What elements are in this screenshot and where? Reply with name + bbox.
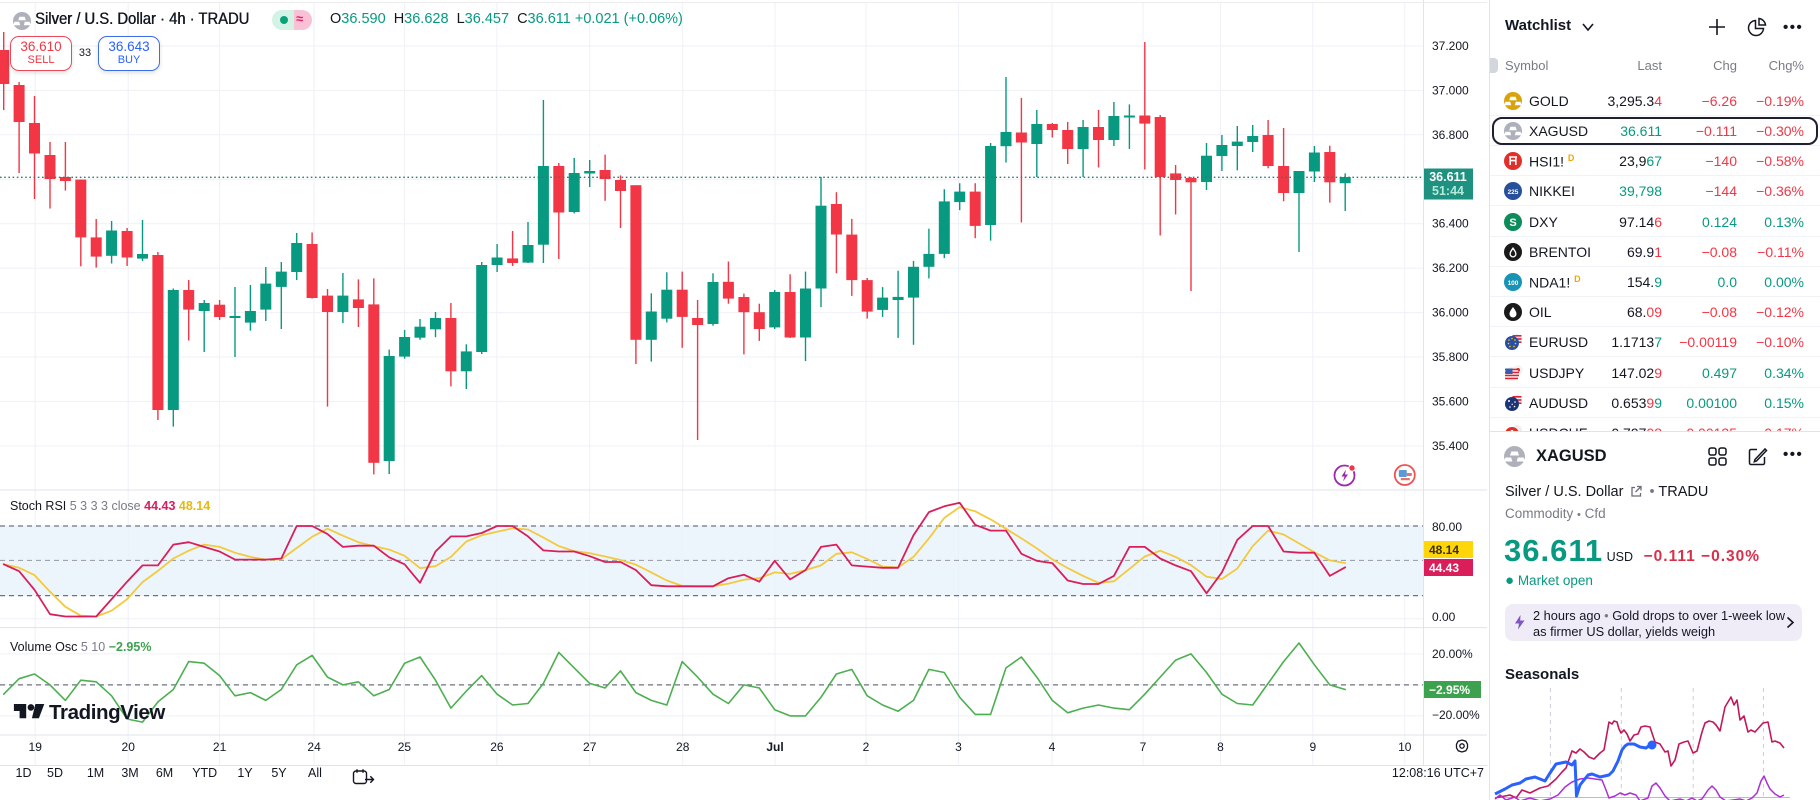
svg-text:37.000: 37.000 bbox=[1432, 83, 1469, 97]
svg-text:4: 4 bbox=[1049, 740, 1056, 754]
svg-text:2: 2 bbox=[863, 740, 870, 754]
svg-text:100: 100 bbox=[1508, 280, 1519, 287]
svg-text:48.14: 48.14 bbox=[1429, 543, 1459, 557]
svg-text:26: 26 bbox=[490, 740, 504, 754]
svg-text:36.611: 36.611 bbox=[1429, 170, 1467, 184]
svg-text:0.00: 0.00 bbox=[1432, 610, 1456, 624]
svg-text:36.400: 36.400 bbox=[1432, 217, 1469, 231]
svg-text:36.000: 36.000 bbox=[1432, 306, 1469, 320]
svg-text:225: 225 bbox=[1508, 189, 1519, 196]
svg-text:20.00%: 20.00% bbox=[1432, 647, 1473, 661]
svg-text:19: 19 bbox=[29, 740, 43, 754]
svg-text:20: 20 bbox=[122, 740, 136, 754]
svg-text:25: 25 bbox=[398, 740, 412, 754]
svg-text:36.200: 36.200 bbox=[1432, 261, 1469, 275]
svg-text:−2.95%: −2.95% bbox=[1429, 683, 1470, 697]
svg-text:8: 8 bbox=[1217, 740, 1224, 754]
svg-text:Jul: Jul bbox=[766, 740, 783, 754]
svg-text:S: S bbox=[1509, 217, 1516, 229]
svg-text:21: 21 bbox=[213, 740, 227, 754]
svg-text:35.800: 35.800 bbox=[1432, 350, 1469, 364]
svg-text:35.600: 35.600 bbox=[1432, 394, 1469, 408]
svg-text:9: 9 bbox=[1309, 740, 1316, 754]
svg-text:36.800: 36.800 bbox=[1432, 128, 1469, 142]
svg-text:35.400: 35.400 bbox=[1432, 439, 1469, 453]
svg-text:51:44: 51:44 bbox=[1432, 184, 1464, 198]
svg-text:80.00: 80.00 bbox=[1432, 520, 1462, 534]
svg-text:−20.00%: −20.00% bbox=[1432, 708, 1480, 722]
svg-text:44.43: 44.43 bbox=[1429, 561, 1459, 575]
svg-text:10: 10 bbox=[1398, 740, 1412, 754]
svg-text:TradingView: TradingView bbox=[49, 701, 165, 724]
svg-text:Stoch RSI 5 3 3 3 close 44.43: Stoch RSI 5 3 3 3 close 44.43 48.14 bbox=[10, 499, 210, 513]
svg-text:28: 28 bbox=[676, 740, 690, 754]
svg-text:37.200: 37.200 bbox=[1432, 39, 1469, 53]
svg-text:3: 3 bbox=[955, 740, 962, 754]
svg-text:7: 7 bbox=[1140, 740, 1147, 754]
svg-text:Volume Osc 5 10 −2.95%: Volume Osc 5 10 −2.95% bbox=[10, 640, 151, 654]
svg-text:24: 24 bbox=[307, 740, 321, 754]
svg-text:27: 27 bbox=[583, 740, 597, 754]
